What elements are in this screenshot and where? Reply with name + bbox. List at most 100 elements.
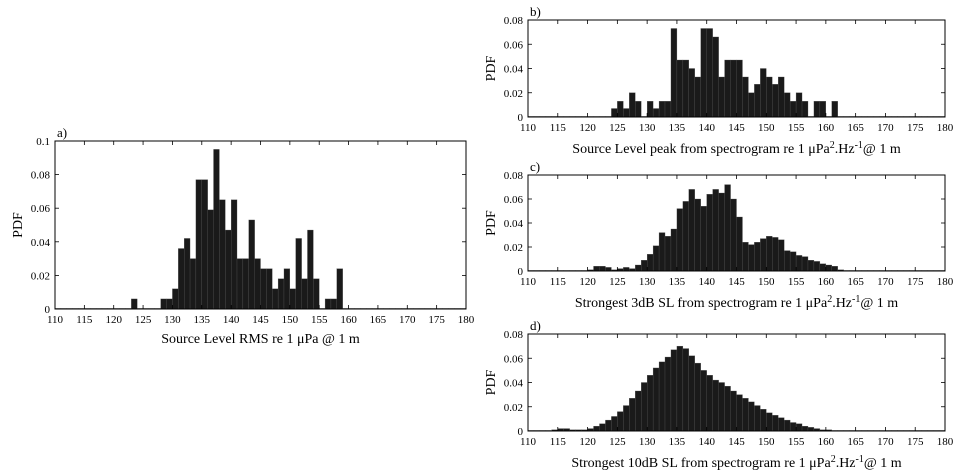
x-axis-label: Strongest 3dB SL from spectrogram re 1 μ… (575, 294, 898, 312)
histogram-bar (825, 264, 832, 272)
x-tick-label: 175 (907, 276, 924, 288)
y-tick-label: 0.08 (504, 329, 524, 341)
y-tick-label: 0.02 (504, 88, 523, 100)
histogram-bar (819, 263, 827, 272)
x-tick-label: 170 (877, 122, 894, 134)
histogram-bar (730, 198, 737, 272)
panel-label: a) (57, 125, 67, 140)
histogram-bar (254, 258, 261, 310)
histogram-bar (718, 76, 725, 118)
x-axis-label: Source Level RMS re 1 μPa @ 1 m (161, 332, 360, 347)
histogram-bar (676, 59, 684, 118)
histogram-bar (789, 422, 797, 432)
x-tick-label: 110 (520, 436, 537, 448)
x-tick-label: 160 (818, 276, 835, 288)
x-tick-label: 110 (47, 314, 64, 326)
x-tick-label: 160 (340, 314, 357, 326)
histogram-bar (283, 268, 291, 310)
histogram-bar (801, 425, 809, 432)
histogram-bar (635, 264, 642, 272)
histogram-bar (700, 206, 707, 272)
panel-label: b) (530, 4, 541, 19)
histogram-bar (724, 184, 731, 272)
histogram-bar (778, 417, 785, 432)
y-tick-label: 0 (45, 304, 51, 316)
x-tick-label: 170 (877, 436, 894, 448)
y-tick-label: 0.04 (504, 378, 524, 390)
x-tick-label: 165 (847, 276, 864, 288)
x-tick-label: 165 (847, 436, 864, 448)
histogram-bar (652, 367, 660, 432)
histogram-bar (772, 84, 779, 118)
x-tick-label: 130 (639, 436, 656, 448)
histogram-bar (688, 68, 695, 118)
histogram-bar (611, 108, 618, 118)
x-tick-label: 155 (788, 122, 805, 134)
histogram-bar (718, 382, 725, 432)
histogram-bar (754, 242, 761, 272)
histogram-bar (712, 36, 719, 118)
histogram-bar (813, 101, 821, 118)
histogram-bar (670, 349, 678, 432)
histogram-bar (160, 298, 167, 310)
histogram-bar (736, 216, 743, 272)
histogram-bar (207, 209, 214, 310)
panel-label: d) (530, 318, 541, 333)
histogram-bar (166, 298, 173, 310)
histogram-bar (172, 288, 179, 310)
x-tick-label: 140 (223, 314, 240, 326)
histogram-bar (236, 258, 244, 310)
histogram-bar (784, 250, 791, 272)
y-tick-label: 0 (518, 266, 524, 278)
histogram-bar (605, 419, 612, 432)
histogram-bar (807, 427, 815, 432)
x-tick-label: 125 (135, 314, 152, 326)
histogram-bar (754, 405, 761, 432)
histogram-bar (706, 28, 713, 118)
x-tick-label: 110 (520, 122, 537, 134)
y-tick-label: 0 (518, 426, 524, 438)
histogram-bar (611, 416, 618, 432)
histogram-bar (748, 244, 755, 272)
histogram-bars (54, 149, 467, 310)
histogram-bar (664, 101, 672, 118)
histogram-bar (676, 208, 684, 272)
histogram-bar (760, 68, 767, 118)
histogram-bar (742, 398, 749, 432)
panel-a: 110 115 120 125 130 135 140 145 150 155 160 165 170 1… (11, 125, 475, 347)
histogram-bar (629, 92, 636, 118)
histogram-bar (712, 189, 719, 272)
histogram-bar (754, 84, 761, 118)
histogram-bar (682, 348, 690, 432)
histogram-bar (213, 149, 220, 310)
histogram-bar (789, 101, 797, 118)
x-tick-label: 125 (609, 276, 626, 288)
y-tick-label: 0 (518, 112, 524, 124)
x-tick-label: 170 (399, 314, 416, 326)
histogram-bar (748, 92, 755, 118)
x-tick-label: 140 (698, 276, 715, 288)
y-axis-label: PDF (484, 55, 499, 81)
histogram-bar (807, 260, 815, 272)
histogram-bar (784, 419, 791, 432)
histogram-bars (527, 345, 946, 432)
histogram-bar (272, 288, 279, 310)
y-tick-label: 0.02 (504, 402, 523, 414)
panel-b: 110 115 120 125 130 135 140 145 150 155 160 165 170 1… (484, 4, 954, 157)
histogram-bar (682, 59, 690, 118)
histogram-bar (646, 254, 654, 272)
histogram-bars (527, 184, 946, 272)
histogram-bar (795, 423, 803, 432)
histogram-bar (706, 375, 713, 432)
x-tick-label: 140 (698, 122, 715, 134)
x-tick-label: 180 (937, 436, 954, 448)
x-tick-label: 145 (728, 276, 745, 288)
histogram-bar (760, 238, 767, 272)
x-tick-label: 110 (520, 276, 537, 288)
y-tick-label: 0.06 (504, 39, 524, 51)
x-tick-label: 145 (728, 122, 745, 134)
histogram-bar (623, 267, 630, 272)
histogram-bar (131, 298, 138, 310)
histogram-bar (670, 228, 678, 272)
panel-c: 110 115 120 125 130 135 140 145 150 155 160 165 170 1… (484, 159, 954, 311)
